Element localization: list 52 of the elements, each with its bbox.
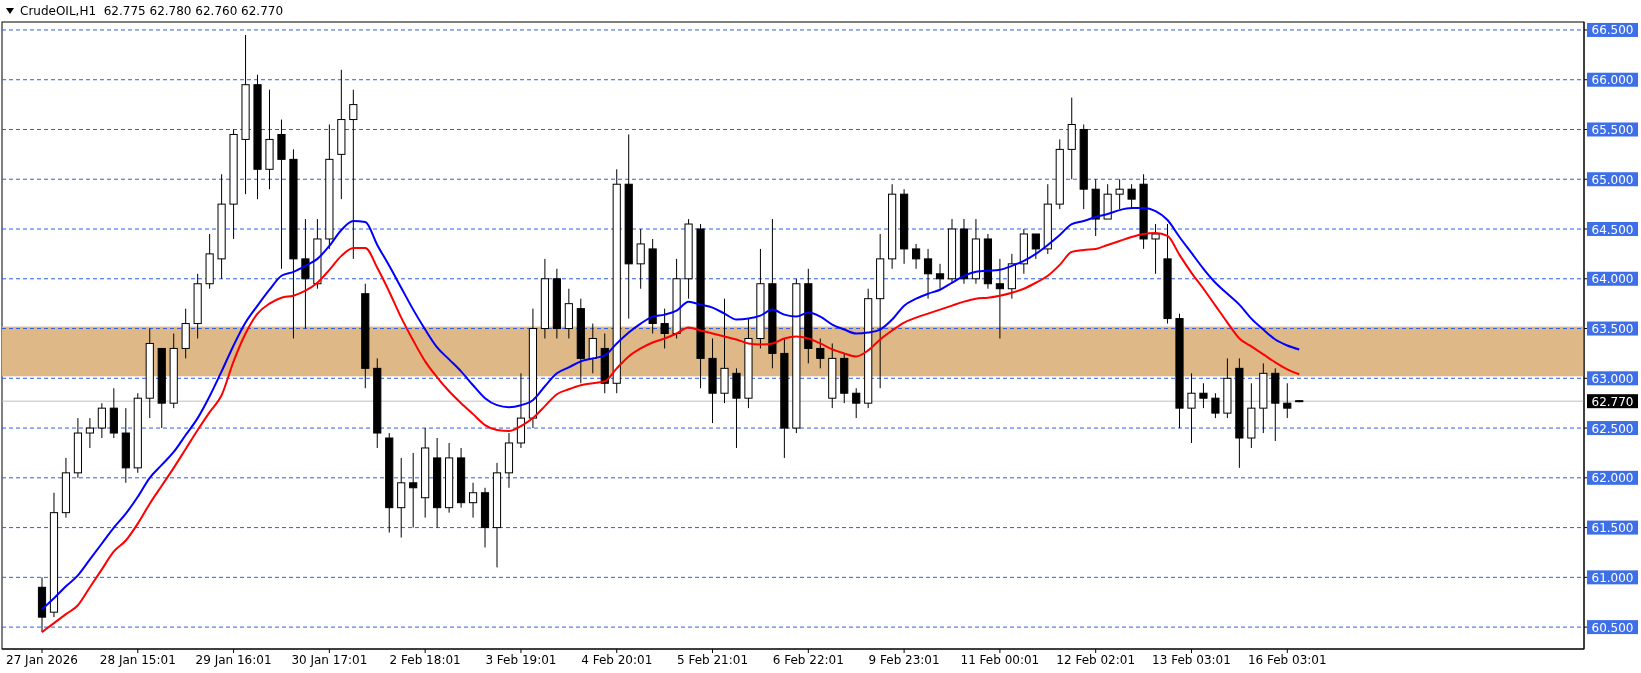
candlestick <box>923 248 933 300</box>
candlestick <box>97 402 106 439</box>
y-tick-label: 61.000 <box>1591 570 1634 585</box>
x-tick-label: 6 Feb 22:01 <box>772 653 844 667</box>
x-tick-label: 30 Jan 17:01 <box>291 653 368 667</box>
candlestick <box>1031 233 1040 260</box>
candlestick <box>1151 223 1160 275</box>
candlestick <box>852 387 861 419</box>
x-tick-label: 27 Jan 2026 <box>6 653 78 667</box>
candlestick <box>911 243 921 270</box>
y-tick-label: 62.500 <box>1591 421 1634 436</box>
y-tick-label: 63.000 <box>1591 371 1634 386</box>
y-tick-label: 61.500 <box>1591 521 1634 536</box>
candlestick <box>660 308 669 349</box>
candlestick <box>995 258 1004 339</box>
x-tick-label: 11 Feb 00:01 <box>960 653 1040 667</box>
candlestick <box>349 89 358 260</box>
candlestick <box>816 337 825 369</box>
candlestick <box>301 218 310 330</box>
candlestick <box>1127 183 1136 210</box>
candlestick <box>636 228 645 290</box>
x-tick-label: 2 Feb 18:01 <box>389 653 461 667</box>
ref-line-label: 62.770 <box>1591 394 1634 409</box>
y-tick-label: 63.500 <box>1591 322 1634 337</box>
candlestick <box>1115 178 1124 210</box>
x-tick-label: 5 Feb 21:01 <box>676 653 749 667</box>
x-tick-label: 9 Feb 23:01 <box>868 653 940 667</box>
y-tick-label: 66.000 <box>1591 73 1634 88</box>
x-tick-label: 13 Feb 03:01 <box>1152 653 1231 667</box>
y-tick-label: 66.500 <box>1591 23 1634 38</box>
y-tick-label: 64.000 <box>1591 272 1634 287</box>
y-tick-label: 65.000 <box>1591 172 1634 187</box>
y-tick-label: 64.500 <box>1591 222 1634 237</box>
x-tick-label: 16 Feb 03:01 <box>1247 653 1327 667</box>
x-tick-label: 4 Feb 20:01 <box>581 653 653 667</box>
candlestick <box>409 452 418 529</box>
candlestick <box>468 482 478 519</box>
candlestick <box>1283 382 1292 419</box>
chart-title: CrudeOIL,H1 62.775 62.780 62.760 62.770 <box>20 4 284 18</box>
candlestick <box>935 263 945 290</box>
candlestick <box>588 323 597 374</box>
x-tick-label: 12 Feb 02:01 <box>1056 653 1136 667</box>
x-tick-label: 29 Jan 16:01 <box>195 653 272 667</box>
x-tick-label: 3 Feb 19:01 <box>485 653 557 667</box>
y-tick-label: 60.500 <box>1591 620 1634 635</box>
x-tick-label: 28 Jan 15:01 <box>99 653 176 667</box>
y-tick-label: 65.500 <box>1591 122 1634 137</box>
candlestick <box>1211 392 1220 419</box>
candlestick <box>85 417 94 449</box>
y-tick-label: 62.000 <box>1591 471 1634 486</box>
candlestick <box>1187 372 1196 444</box>
candlestick <box>1199 382 1208 409</box>
